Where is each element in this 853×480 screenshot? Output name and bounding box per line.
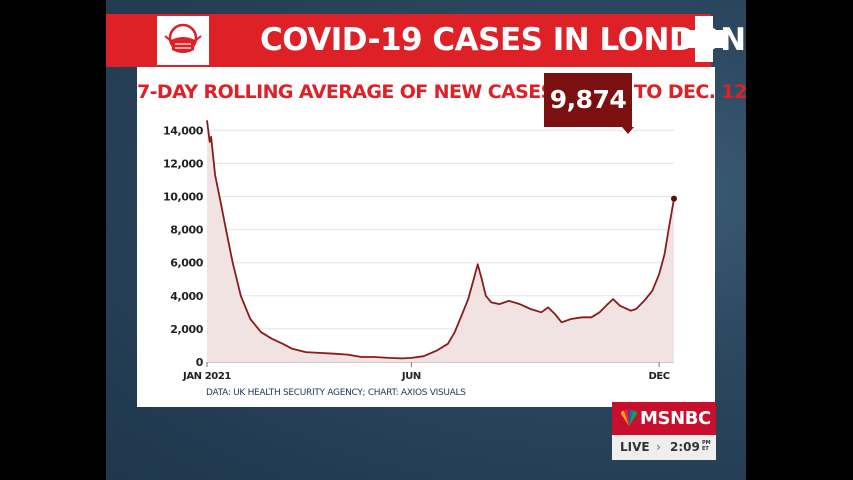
latest-value-callout: 9,874 <box>544 73 632 127</box>
clock-ampm: PM <box>702 440 711 446</box>
medical-plus-icon <box>675 10 733 68</box>
chart-svg: 02,0004,0006,0008,00010,00012,00014,000 … <box>163 120 677 382</box>
y-tick-label: 2,000 <box>170 323 204 336</box>
series-end-point <box>671 195 677 202</box>
y-axis: 0 2,000 4,000 6,000 8,000 10,000 12,000 14,000 <box>163 124 204 369</box>
network-name: MSNBC <box>640 408 711 429</box>
callout-pointer <box>622 127 634 134</box>
chart-source: DATA: UK HEALTH SECURITY AGENCY; CHART: … <box>206 388 466 398</box>
y-tick-label: 14,000 <box>163 124 204 137</box>
y-tick-label: 6,000 <box>170 257 204 270</box>
series-area <box>207 120 674 362</box>
y-tick-label: 12,000 <box>163 157 204 170</box>
clock-zone: PM ET <box>702 440 712 452</box>
clock-time: 2:09 <box>670 440 700 454</box>
y-tick-label: 10,000 <box>163 190 204 203</box>
chart-title: COVID-19 CASES IN LONDON <box>260 22 746 58</box>
live-clock: LIVE › 2:09 PM ET <box>612 435 716 460</box>
clock-timezone: ET <box>702 446 709 452</box>
x-tick-label: JAN 2021 <box>182 371 231 382</box>
network-bug: MSNBC LIVE › 2:09 PM ET <box>612 402 716 460</box>
broadcast-frame: COVID-19 CASES IN LONDON 7-DAY ROLLING A… <box>106 0 746 480</box>
y-tick-label: 0 <box>196 356 204 369</box>
face-mask-icon <box>157 16 209 65</box>
chevron-right-icon: › <box>656 440 661 454</box>
y-tick-label: 8,000 <box>170 224 204 237</box>
y-tick-label: 4,000 <box>170 290 204 303</box>
x-tick-label: JUN <box>401 371 421 382</box>
live-label: LIVE <box>620 440 650 454</box>
network-banner: MSNBC <box>612 402 716 435</box>
x-axis: JAN 2021 JUN DEC <box>182 362 670 382</box>
series-line <box>206 120 675 360</box>
peacock-icon <box>618 408 640 428</box>
x-tick-label: DEC <box>648 371 669 382</box>
